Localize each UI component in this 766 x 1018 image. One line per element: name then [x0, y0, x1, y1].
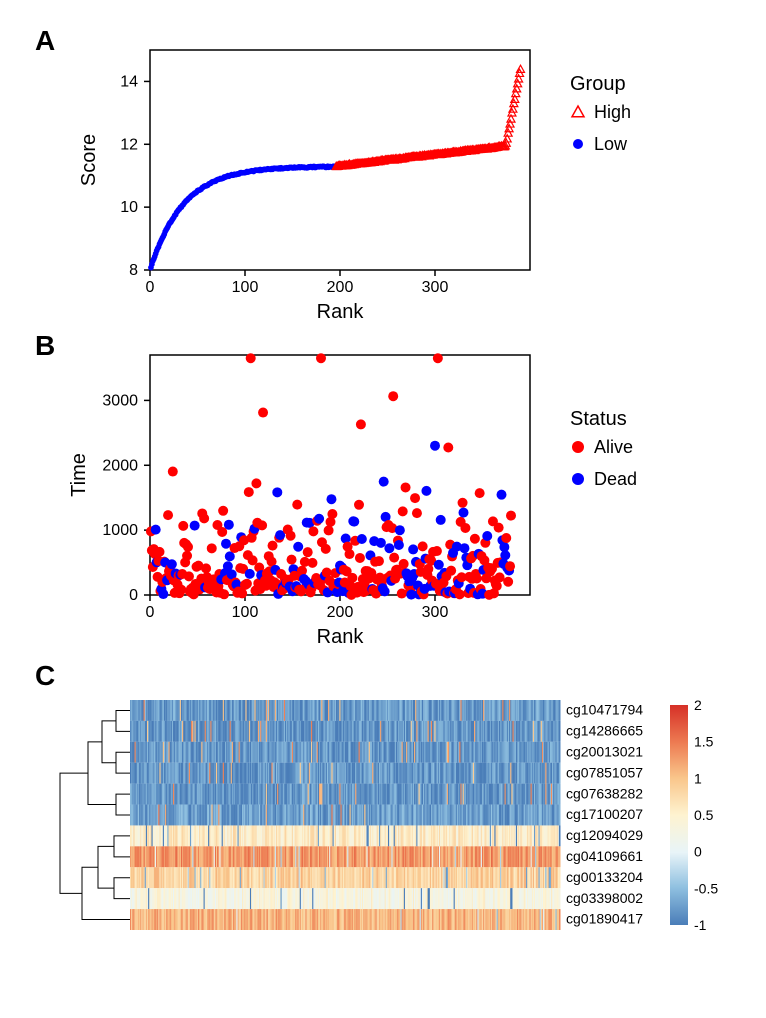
svg-text:300: 300	[422, 604, 449, 621]
svg-text:3000: 3000	[102, 392, 138, 409]
svg-text:Alive: Alive	[594, 437, 633, 457]
panel-c-heatmap: cg10471794 cg14286665 cg20013021 cg07851057…	[20, 660, 746, 980]
svg-text:100: 100	[232, 604, 259, 621]
svg-text:Group: Group	[570, 73, 626, 95]
svg-text:-1: -1	[694, 917, 707, 933]
svg-text:Score: Score	[78, 134, 100, 186]
svg-text:cg07638282: cg07638282	[566, 785, 643, 801]
svg-text:Low: Low	[594, 134, 628, 154]
svg-text:cg17100207: cg17100207	[566, 806, 643, 822]
svg-text:0: 0	[129, 587, 138, 604]
svg-text:14: 14	[120, 73, 138, 90]
svg-text:0.5: 0.5	[694, 807, 714, 823]
svg-text:High: High	[594, 102, 631, 122]
svg-text:Status: Status	[570, 408, 627, 430]
svg-text:200: 200	[327, 604, 354, 621]
svg-text:-0.5: -0.5	[694, 880, 718, 896]
panel-a-label: A	[35, 25, 55, 57]
svg-text:1: 1	[694, 770, 702, 786]
svg-text:Time: Time	[68, 453, 90, 497]
svg-text:cg14286665: cg14286665	[566, 723, 643, 739]
svg-text:8: 8	[129, 262, 138, 279]
panel-b-label: B	[35, 330, 55, 362]
svg-text:Rank: Rank	[317, 626, 365, 648]
svg-text:10: 10	[120, 199, 138, 216]
svg-text:cg01890417: cg01890417	[566, 911, 643, 927]
svg-text:2000: 2000	[102, 457, 138, 474]
panel-a-chart: 0 100 200 300 8 10 12 14 Rank Score Group High Low	[20, 20, 746, 320]
svg-text:100: 100	[232, 279, 259, 296]
panel-c: C cg10471794 cg14286665 cg20013021 cg078510…	[20, 660, 746, 980]
svg-text:0: 0	[694, 844, 702, 860]
svg-text:200: 200	[327, 279, 354, 296]
svg-text:1000: 1000	[102, 522, 138, 539]
svg-text:cg07851057: cg07851057	[566, 764, 643, 780]
panel-c-label: C	[35, 660, 55, 692]
svg-text:cg20013021: cg20013021	[566, 743, 643, 759]
svg-text:Dead: Dead	[594, 469, 637, 489]
svg-text:2: 2	[694, 697, 702, 713]
svg-text:cg04109661: cg04109661	[566, 848, 643, 864]
svg-text:Rank: Rank	[317, 301, 365, 320]
panel-b-chart: 01002003000100020003000RankTimeStatusAli…	[20, 330, 746, 650]
svg-text:300: 300	[422, 279, 449, 296]
svg-text:0: 0	[146, 604, 155, 621]
panel-b: B 01002003000100020003000RankTimeStatusA…	[20, 330, 746, 650]
svg-text:12: 12	[120, 136, 138, 153]
svg-text:0: 0	[146, 279, 155, 296]
svg-text:cg00133204: cg00133204	[566, 869, 643, 885]
panel-a: A 0 100 200 300 8 10 12 14 Rank Score Group High Low	[20, 20, 746, 320]
svg-text:cg10471794: cg10471794	[566, 702, 643, 718]
svg-text:cg03398002: cg03398002	[566, 890, 643, 906]
svg-text:1.5: 1.5	[694, 734, 714, 750]
svg-text:cg12094029: cg12094029	[566, 827, 643, 843]
